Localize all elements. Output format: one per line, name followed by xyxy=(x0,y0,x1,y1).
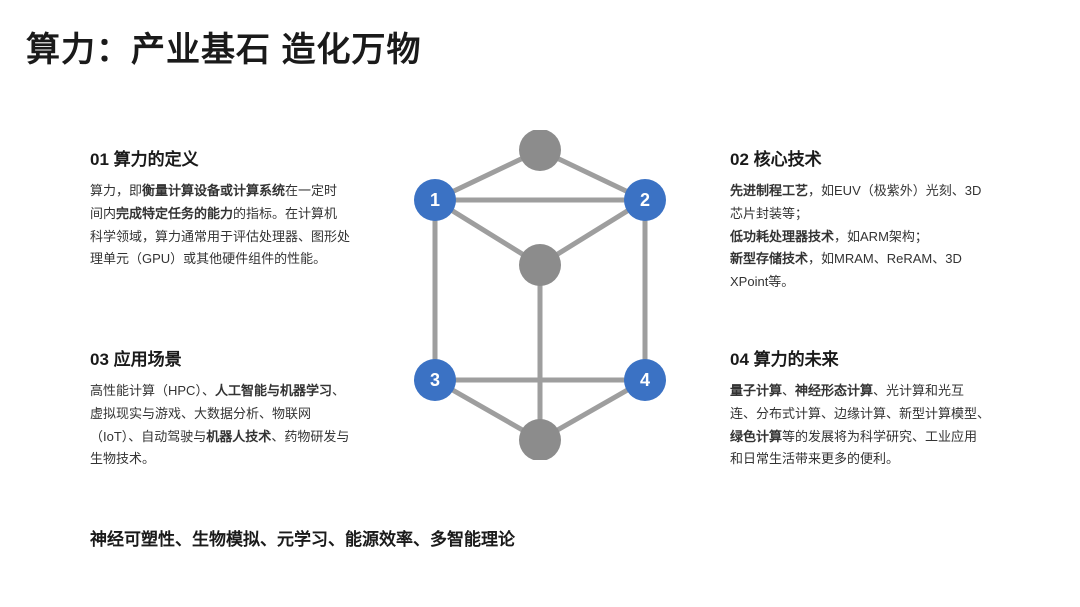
section-02: 02 核心技术 先进制程工艺，如EUV（极紫外）光刻、3D芯片封装等；低功耗处理… xyxy=(730,145,990,294)
diagram-node-label: 3 xyxy=(430,370,440,390)
section-01-heading: 01 算力的定义 xyxy=(90,145,350,170)
diagram-node-gray xyxy=(519,130,561,171)
section-02-body: 先进制程工艺，如EUV（极紫外）光刻、3D芯片封装等；低功耗处理器技术，如ARM… xyxy=(730,180,990,294)
section-04: 04 算力的未来 量子计算、神经形态计算、光计算和光互连、分布式计算、边缘计算、… xyxy=(730,345,990,471)
section-04-heading: 04 算力的未来 xyxy=(730,345,990,370)
section-04-body: 量子计算、神经形态计算、光计算和光互连、分布式计算、边缘计算、新型计算模型、绿色… xyxy=(730,380,990,471)
diagram-node-label: 2 xyxy=(640,190,650,210)
diagram-node-gray xyxy=(519,244,561,286)
diagram-node-gray xyxy=(519,419,561,460)
section-01-body: 算力，即衡量计算设备或计算系统在一定时间内完成特定任务的能力的指标。在计算机科学… xyxy=(90,180,350,271)
section-03-body: 高性能计算（HPC）、人工智能与机器学习、虚拟现实与游戏、大数据分析、物联网（I… xyxy=(90,380,350,471)
section-02-heading: 02 核心技术 xyxy=(730,145,990,170)
footer-keywords: 神经可塑性、生物模拟、元学习、能源效率、多智能理论 xyxy=(90,525,515,550)
section-03-heading: 03 应用场景 xyxy=(90,345,350,370)
page-title: 算力：产业基石 造化万物 xyxy=(26,22,421,71)
section-01: 01 算力的定义 算力，即衡量计算设备或计算系统在一定时间内完成特定任务的能力的… xyxy=(90,145,350,271)
diagram-node-label: 4 xyxy=(640,370,650,390)
cube-diagram: 1 2 3 4 xyxy=(390,130,690,460)
section-03: 03 应用场景 高性能计算（HPC）、人工智能与机器学习、虚拟现实与游戏、大数据… xyxy=(90,345,350,471)
diagram-node-label: 1 xyxy=(430,190,440,210)
